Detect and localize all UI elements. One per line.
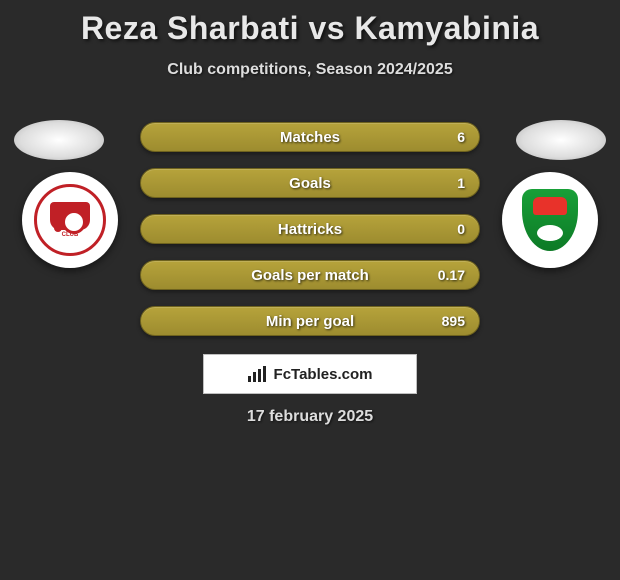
brand-box[interactable]: FcTables.com (203, 354, 417, 394)
stat-row: Hattricks 0 (140, 214, 480, 244)
stat-label: Hattricks (278, 221, 342, 238)
stat-row: Goals 1 (140, 168, 480, 198)
brand-label: FcTables.com (274, 366, 373, 383)
stats-container: Matches 6 Goals 1 Hattricks 0 Goals per … (140, 122, 480, 352)
tractor-logo-icon: CLUB (34, 184, 106, 256)
date-label: 17 february 2025 (247, 408, 373, 426)
stat-row: Min per goal 895 (140, 306, 480, 336)
stat-row: Matches 6 (140, 122, 480, 152)
page-title: Reza Sharbati vs Kamyabinia (0, 0, 620, 47)
subtitle: Club competitions, Season 2024/2025 (0, 61, 620, 79)
stat-value: 0.17 (438, 267, 465, 283)
bar-chart-icon (248, 366, 268, 382)
stat-value: 1 (457, 175, 465, 191)
stat-value: 6 (457, 129, 465, 145)
zobahan-logo-icon (512, 182, 588, 258)
club-badge-right (502, 172, 598, 268)
stat-row: Goals per match 0.17 (140, 260, 480, 290)
stat-label: Goals per match (251, 267, 369, 284)
stat-label: Goals (289, 175, 331, 192)
stat-label: Min per goal (266, 313, 354, 330)
stat-value: 0 (457, 221, 465, 237)
stat-value: 895 (442, 313, 465, 329)
club-badge-left: CLUB (22, 172, 118, 268)
player-photo-right (516, 120, 606, 160)
stat-label: Matches (280, 129, 340, 146)
player-photo-left (14, 120, 104, 160)
